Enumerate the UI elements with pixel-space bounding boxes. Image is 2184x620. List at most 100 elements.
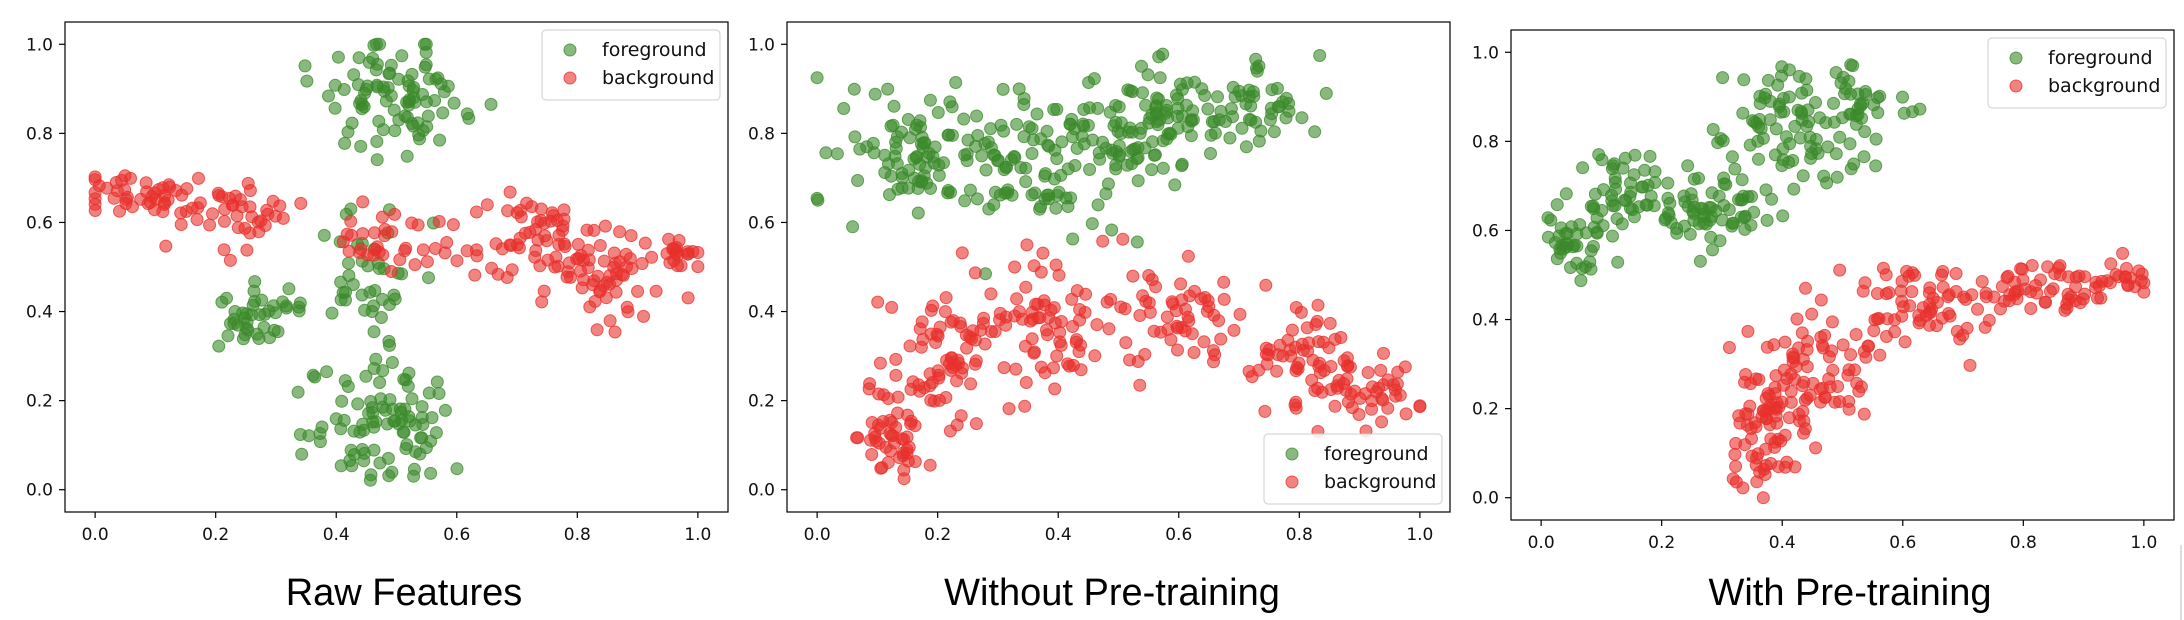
x-tick-label: 1.0: [684, 525, 711, 545]
foreground-point: [1223, 131, 1237, 145]
background-point: [212, 189, 226, 202]
background-point: [115, 173, 129, 187]
background-point: [203, 218, 217, 232]
background-point: [1729, 459, 1743, 473]
foreground-point: [282, 282, 296, 296]
foreground-point: [1099, 187, 1113, 201]
foreground-point: [1083, 163, 1097, 176]
foreground-point: [1842, 74, 1856, 88]
foreground-point: [1295, 111, 1309, 125]
background-point: [1894, 284, 1908, 298]
background-point: [2091, 291, 2104, 305]
foreground-point: [1244, 113, 1258, 127]
background-point: [964, 377, 978, 391]
foreground-point: [1075, 129, 1089, 143]
foreground-point: [1096, 135, 1109, 149]
background-point: [1789, 360, 1803, 373]
foreground-point: [295, 447, 309, 461]
background-point: [670, 245, 684, 259]
background-point: [1375, 415, 1389, 429]
foreground-point: [970, 109, 984, 123]
foreground-point: [1787, 182, 1801, 196]
foreground-point: [848, 130, 862, 144]
foreground-point: [811, 193, 825, 207]
foreground-point: [1765, 192, 1779, 206]
background-point: [1898, 335, 1912, 349]
y-tick-label: 0.0: [1472, 489, 1499, 509]
foreground-point: [830, 147, 844, 161]
foreground-point: [1010, 117, 1024, 131]
foreground-point: [937, 156, 950, 170]
background-point: [1365, 402, 1378, 416]
foreground-point: [436, 106, 450, 120]
foreground-point: [347, 448, 361, 461]
background-point: [416, 243, 430, 257]
background-point: [1902, 269, 1916, 283]
background-point: [1061, 357, 1075, 371]
foreground-point: [1064, 191, 1078, 205]
background-point: [1936, 280, 1950, 294]
background-point: [1848, 363, 1862, 377]
background-point: [1399, 407, 1413, 421]
foreground-point: [1606, 229, 1619, 243]
background-point: [1288, 398, 1302, 412]
foreground-point: [1843, 137, 1857, 151]
foreground-point: [328, 78, 342, 92]
background-point: [537, 216, 551, 230]
foreground-point: [1121, 83, 1135, 97]
foreground-point: [412, 128, 426, 142]
background-point: [1258, 404, 1272, 418]
background-point: [913, 322, 927, 336]
background-point: [1139, 294, 1153, 308]
background-point: [968, 266, 982, 280]
foreground-point: [1554, 246, 1567, 260]
background-point: [1800, 360, 1814, 374]
background-point: [997, 361, 1011, 375]
background-point: [2030, 286, 2044, 300]
foreground-point: [1279, 111, 1293, 125]
foreground-point: [1143, 111, 1157, 125]
foreground-point: [354, 94, 368, 107]
background-point: [1905, 285, 1919, 299]
foreground-point: [1635, 180, 1649, 194]
foreground-point: [450, 462, 464, 476]
foreground-point: [1821, 140, 1835, 154]
background-point: [428, 242, 442, 255]
foreground-point: [1769, 122, 1783, 136]
foreground-point: [407, 469, 421, 483]
foreground-point: [1772, 100, 1786, 113]
background-point: [546, 209, 560, 223]
background-point: [1413, 399, 1427, 413]
background-point: [175, 188, 189, 202]
panel-title: Raw Features: [286, 572, 523, 614]
background-point: [485, 261, 499, 275]
background-point: [1912, 316, 1926, 330]
foreground-point: [238, 328, 252, 342]
foreground-point: [255, 293, 269, 307]
background-point: [609, 285, 623, 299]
background-point: [1020, 238, 1034, 252]
background-point: [1206, 344, 1220, 358]
legend-box: [1263, 433, 1443, 505]
background-point: [273, 199, 287, 213]
background-point: [1857, 345, 1871, 358]
foreground-point: [354, 139, 368, 153]
foreground-point: [1706, 243, 1719, 257]
background-point: [925, 376, 939, 389]
background-point: [1729, 436, 1743, 450]
background-point: [1312, 359, 1326, 373]
foreground-point: [1105, 223, 1119, 237]
foreground-point: [1204, 128, 1218, 142]
foreground-point: [901, 113, 915, 126]
background-point: [152, 183, 166, 196]
background-point: [1217, 292, 1231, 306]
background-point: [1311, 298, 1325, 312]
foreground-point: [1596, 219, 1610, 233]
foreground-point: [370, 135, 384, 148]
foreground-point: [339, 293, 352, 307]
foreground-point: [407, 80, 421, 94]
foreground-point: [881, 82, 895, 96]
background-point: [356, 227, 370, 241]
foreground-point: [370, 153, 384, 167]
